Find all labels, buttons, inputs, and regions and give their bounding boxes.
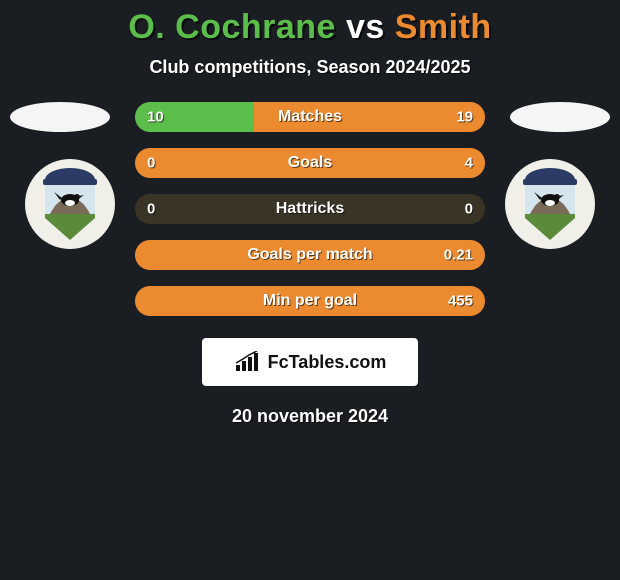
stat-value-left: 0 (147, 201, 155, 218)
stat-label: Goals per match (247, 246, 372, 264)
comparison-card: O. Cochrane vs Smith Club competitions, … (0, 0, 620, 427)
player1-photo-placeholder (10, 102, 110, 132)
subtitle: Club competitions, Season 2024/2025 (0, 57, 620, 78)
stat-row: 0 4 Goals (135, 148, 485, 178)
player2-club-badge (505, 159, 595, 249)
stat-row: 10 19 Matches (135, 102, 485, 132)
stat-label: Goals (288, 154, 332, 172)
stats-area: 10 19 Matches 0 4 Goals 0 0 Hattricks 0.21 Goals p… (0, 102, 620, 316)
player1-name: O. Cochrane (128, 8, 336, 46)
player1-club-badge (25, 159, 115, 249)
stat-label: Matches (278, 108, 342, 126)
player2-photo-placeholder (510, 102, 610, 132)
club-crest-icon (520, 168, 580, 240)
club-crest-icon (40, 168, 100, 240)
brand-box: FcTables.com (202, 338, 418, 386)
stat-label: Min per goal (263, 292, 357, 310)
date-text: 20 november 2024 (0, 406, 620, 427)
stat-value-right: 455 (448, 293, 473, 310)
stat-rows: 10 19 Matches 0 4 Goals 0 0 Hattricks 0.21 Goals p… (135, 102, 485, 316)
stat-label: Hattricks (276, 200, 344, 218)
vs-text: vs (346, 8, 385, 46)
stat-value-right: 4 (465, 155, 473, 172)
stat-value-left: 10 (147, 109, 164, 126)
stat-row: 0.21 Goals per match (135, 240, 485, 270)
stat-value-right: 19 (456, 109, 473, 126)
stat-value-left: 0 (147, 155, 155, 172)
stat-row: 0 0 Hattricks (135, 194, 485, 224)
stat-value-right: 0.21 (444, 247, 473, 264)
brand-text: FcTables.com (268, 352, 387, 373)
player2-name: Smith (395, 8, 492, 46)
stat-row: 455 Min per goal (135, 286, 485, 316)
stat-value-right: 0 (465, 201, 473, 218)
page-title: O. Cochrane vs Smith (0, 8, 620, 47)
chart-icon (234, 351, 262, 373)
